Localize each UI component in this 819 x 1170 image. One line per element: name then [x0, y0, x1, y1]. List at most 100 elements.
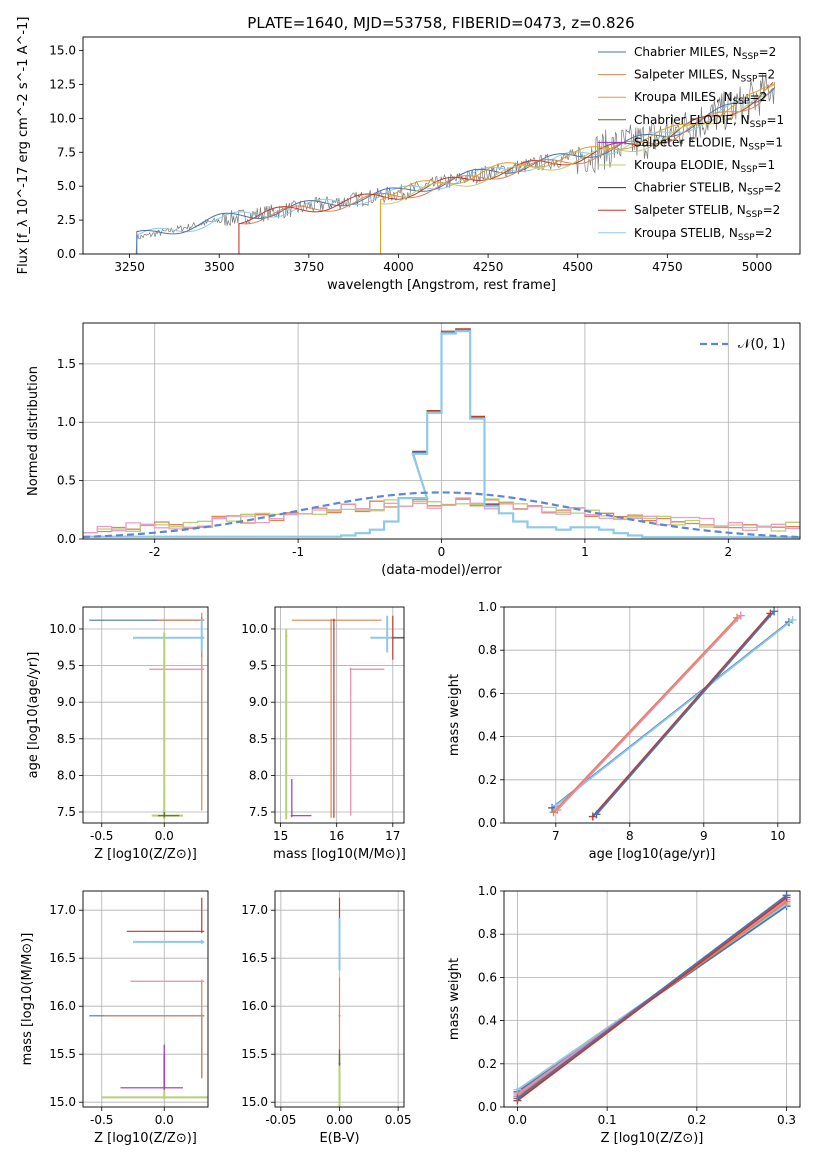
plot-area [83, 73, 776, 254]
plot-area [89, 897, 208, 1100]
x-tick-label: 0.1 [598, 1113, 617, 1127]
y-tick-label: 0.0 [57, 532, 76, 546]
legend-entry: Chabrier ELODIE, NSSP=1 [634, 113, 784, 130]
point-marker [782, 891, 791, 900]
y-axis-label: mass [log10(M/M⊙)] [20, 933, 35, 1066]
y-tick-label: 0.2 [478, 773, 497, 787]
age-vs-z-frame [82, 606, 209, 824]
plot-area [548, 607, 797, 821]
x-tick-label: 1 [581, 545, 589, 559]
plot-area [83, 328, 800, 539]
y-tick-label: 9.0 [249, 695, 268, 709]
mass-weight-line [552, 617, 738, 813]
age-vs-mass-axes: 15 16 17 7.5 8.0 8.5 9.0 9.5 10.0 mass [log10(M/M… [241, 607, 406, 862]
x-tick-label: 0.0 [155, 1113, 174, 1127]
age-vs-z-panel: -0.5 0.0 7.5 8.0 8.5 9.0 9.5 10.0 Z [log10(Z/Z⊙)… [26, 606, 209, 862]
y-axis-label: age [log10(age/yr)] [26, 652, 41, 779]
model-spectrum-line [83, 83, 776, 254]
y-tick-label: 10.0 [49, 111, 76, 125]
y-tick-label: 0.6 [478, 686, 497, 700]
y-tick-label: 8.0 [249, 768, 268, 782]
model-spectrum-line [83, 83, 776, 254]
x-tick-label: 5000 [742, 260, 773, 274]
y-tick-label: 7.5 [249, 805, 268, 819]
y-tick-label: 10.0 [49, 622, 76, 636]
x-tick-label: 0 [438, 545, 446, 559]
mass-weight-line [516, 894, 788, 1100]
y-tick-label: 9.5 [249, 659, 268, 673]
mass-weight-line [516, 896, 788, 1102]
y-tick-label: 1.0 [57, 415, 76, 429]
spectrum-axes: 3250 3500 3750 4000 4250 4500 4750 5000 0.0 2.5 5.… [16, 17, 772, 293]
y-tick-label: 8.5 [249, 732, 268, 746]
x-tick-label: 0.00 [326, 1113, 353, 1127]
y-tick-label: 0.6 [478, 970, 497, 984]
x-tick-label: -2 [149, 545, 161, 559]
mass-weight-line [556, 615, 742, 811]
y-tick-label: 7.5 [57, 145, 76, 159]
y-tick-label: 0.8 [478, 927, 497, 941]
legend-entry: Kroupa MILES, NSSP=2 [634, 90, 767, 107]
y-tick-label: 9.0 [57, 695, 76, 709]
x-tick-label: 10 [770, 829, 785, 843]
y-tick-label: 16.0 [241, 999, 268, 1013]
model-spectrum-line [83, 89, 776, 254]
weight-vs-age-panel: 7 8 9 10 0.0 0.2 0.4 0.6 0.8 1.0 age [log10(age/yr… [447, 600, 801, 862]
point-marker [592, 810, 601, 819]
y-tick-label: 0.2 [478, 1057, 497, 1071]
y-tick-label: 15.0 [49, 44, 76, 58]
x-axis-label: Z [log10(Z/Z⊙)] [601, 1131, 704, 1146]
residuals-panel: -2 -1 0 1 2 0.0 0.5 1.0 1.5 (data-model)/error Nor… [26, 322, 801, 578]
narrow-histogram-line [83, 330, 800, 539]
y-tick-label: 16.5 [49, 951, 76, 965]
y-tick-label: 15.0 [241, 1095, 268, 1109]
plot-area [285, 615, 404, 820]
spectrum-panel: 3250 3500 3750 4000 4250 4500 4750 5000 0.0 2.5 5.… [16, 17, 801, 293]
point-marker [553, 806, 562, 815]
plot-area [89, 612, 205, 820]
x-tick-label: 16 [329, 829, 344, 843]
y-tick-label: 10.0 [241, 622, 268, 636]
legend-entry: 𝒩(0, 1) [738, 337, 785, 352]
x-tick-label: 3500 [204, 260, 235, 274]
x-tick-label: 9 [700, 829, 708, 843]
y-tick-label: 17.0 [49, 903, 76, 917]
x-axis-label: E(B-V) [319, 1131, 359, 1146]
y-tick-label: 17.0 [241, 903, 268, 917]
legend-entry: Salpeter MILES, NSSP=2 [634, 68, 775, 85]
x-tick-label: 2 [724, 545, 732, 559]
y-tick-label: 0.8 [478, 643, 497, 657]
y-tick-label: 1.0 [478, 884, 497, 898]
x-tick-label: 4250 [473, 260, 504, 274]
mass-vs-ebv-panel: -0.05 0.00 0.05 15.0 15.5 16.0 16.5 17.0 E(B-V) [241, 890, 411, 1146]
x-tick-label: 7 [552, 829, 560, 843]
x-tick-label: 8 [626, 829, 634, 843]
y-tick-label: 0.4 [478, 1014, 497, 1028]
x-tick-label: 0.2 [687, 1113, 706, 1127]
model-spectrum-line [83, 87, 774, 254]
y-tick-label: 0.5 [57, 474, 76, 488]
legend-entry: Salpeter ELODIE, NSSP=1 [634, 135, 783, 152]
mass-weight-line [555, 619, 794, 807]
x-axis-label: wavelength [Angstrom, rest frame] [327, 278, 556, 293]
mass-vs-ebv-frame [274, 890, 405, 1108]
legend-entry: Kroupa ELODIE, NSSP=1 [634, 158, 775, 175]
age-vs-mass-frame [274, 606, 405, 824]
point-marker [788, 615, 797, 624]
mass-weight-line [595, 610, 775, 815]
x-tick-label: 0.0 [508, 1113, 527, 1127]
x-tick-label: 15 [273, 829, 288, 843]
spectrum-legend: Chabrier MILES, NSSP=2 Salpeter MILES, NS… [598, 45, 784, 243]
point-marker [736, 611, 745, 620]
x-axis-label: mass [log10(M/M⊙)] [273, 847, 406, 862]
x-axis-label: (data-model)/error [381, 563, 502, 578]
x-axis-label: Z [log10(Z/Z⊙)] [94, 1131, 197, 1146]
x-tick-label: -0.5 [90, 1113, 113, 1127]
mass-vs-z-panel: -0.5 0.0 15.0 15.5 16.0 16.5 17.0 Z [log10(Z/Z⊙… [20, 890, 209, 1146]
mass-vs-ebv-axes: -0.05 0.00 0.05 15.0 15.5 16.0 16.5 17.0 E(B-V) [241, 891, 411, 1146]
spectrum-frame [82, 36, 801, 255]
y-tick-label: 0.4 [478, 730, 497, 744]
y-tick-label: 16.0 [49, 999, 76, 1013]
age-vs-mass-panel: 15 16 17 7.5 8.0 8.5 9.0 9.5 10.0 mass [log10(M/M… [241, 606, 406, 862]
